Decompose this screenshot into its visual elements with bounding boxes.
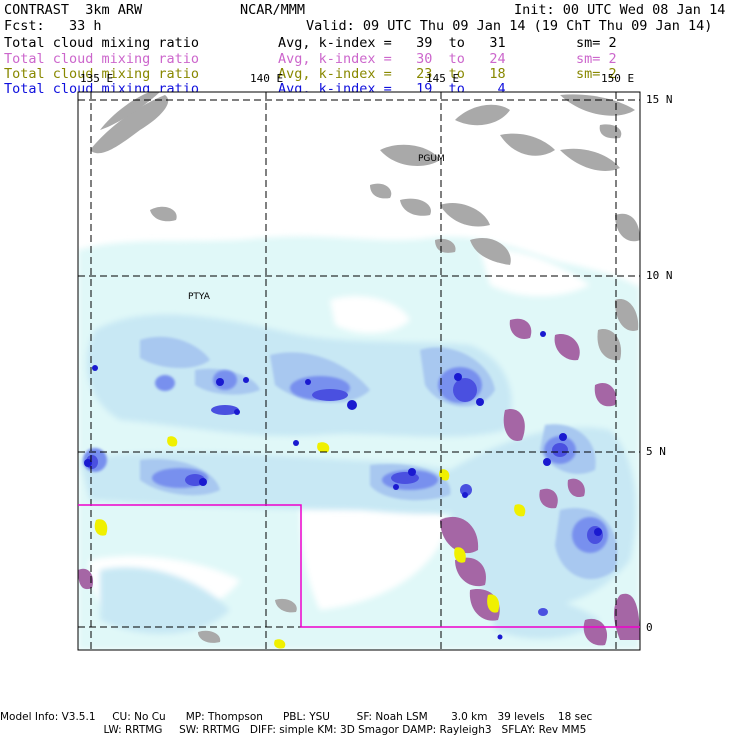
model-info-line2: LW: RRTMG SW: RRTMG DIFF: simple KM: 3D …	[0, 724, 587, 736]
lat-label-10n: 10 N	[646, 269, 673, 282]
field-range-2: Avg, k-index = 30 to 24	[278, 51, 506, 67]
lon-label-150: 150 E	[601, 72, 635, 85]
lon-label-135: 135 E	[80, 72, 114, 85]
field-sm-2: sm= 2	[576, 51, 617, 67]
model-info-line1: Model Info: V3.5.1 CU: No Cu MP: Thompso…	[0, 711, 593, 723]
lat-label-0: 0	[646, 621, 653, 634]
valid-time: Valid: 09 UTC Thu 09 Jan 14 (19 ChT Thu …	[306, 18, 713, 34]
lat-label-15n: 15 N	[646, 93, 673, 106]
cloud-field-purple	[78, 318, 640, 646]
field-sm-3: sm= 2	[576, 66, 617, 82]
init-time: Init: 00 UTC Wed 08 Jan 14	[514, 2, 726, 18]
lat-label-5n: 5 N	[646, 445, 666, 458]
forecast-hour: Fcst: 33 h	[4, 18, 102, 34]
lon-label-140: 140 E	[250, 72, 284, 85]
nested-domain-box	[78, 504, 640, 628]
field-range-3: Avg, k-index = 23 to 18	[278, 66, 506, 82]
field-name-2: Total cloud mixing ratio	[4, 51, 200, 67]
field-name-3: Total cloud mixing ratio	[4, 66, 200, 82]
field-sm-1: sm= 2	[576, 35, 617, 51]
cloud-field-darkblue	[84, 331, 602, 640]
map-plot-area	[78, 92, 640, 650]
field-name-1: Total cloud mixing ratio	[4, 35, 200, 51]
lon-label-145: 145 E	[426, 72, 460, 85]
model-title: CONTRAST 3km ARW	[4, 2, 143, 18]
map-frame	[77, 91, 641, 651]
cloud-field-yellow	[94, 436, 526, 649]
org-title: NCAR/MMM	[240, 2, 306, 18]
station-pgum: PGUM	[418, 154, 445, 164]
field-range-1: Avg, k-index = 39 to 31	[278, 35, 506, 51]
station-ptya: PTYA	[188, 292, 211, 302]
cloud-field-gray	[90, 92, 640, 643]
